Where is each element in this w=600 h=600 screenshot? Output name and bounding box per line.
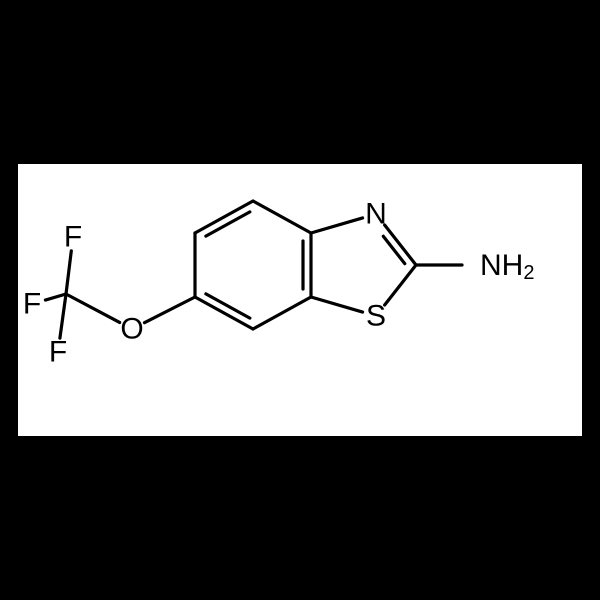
atom-label-s1: S — [366, 300, 386, 333]
atom-label-n3: N — [365, 198, 387, 231]
atom-label-o: O — [120, 313, 143, 346]
atom-label-f_left: F — [23, 288, 41, 321]
atom-label-f_top: F — [64, 221, 82, 254]
chemical-structure-diagram: FFFONSNH2 — [0, 0, 600, 600]
structure-background — [18, 164, 582, 436]
atom-label-f_bot: F — [49, 336, 67, 369]
